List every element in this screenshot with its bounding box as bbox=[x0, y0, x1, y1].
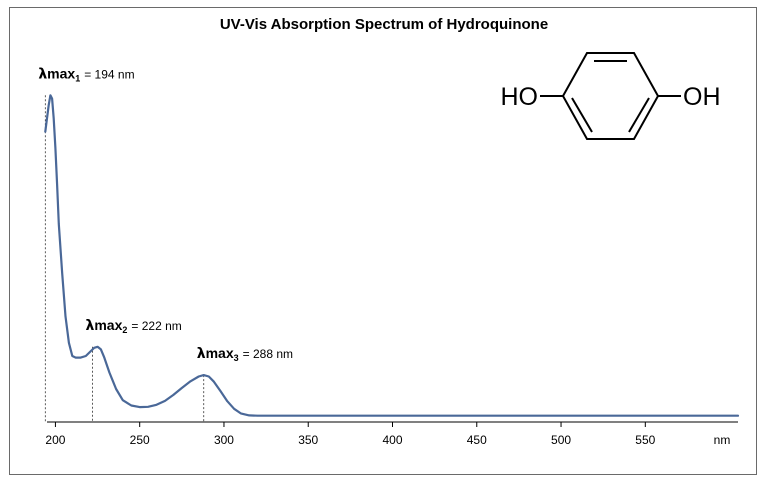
x-tick-label: 200 bbox=[45, 433, 65, 447]
benzene-ring bbox=[561, 52, 660, 140]
x-tick-label: 350 bbox=[298, 433, 318, 447]
x-tick-label: 250 bbox=[130, 433, 150, 447]
peak-label-2: λmax2 = 222 nm bbox=[86, 317, 182, 335]
left-hydroxyl-label: HO bbox=[501, 83, 539, 111]
peak-label-3: λmax3 = 288 nm bbox=[197, 345, 293, 363]
ring-inner-bond-left bbox=[571, 97, 593, 133]
x-tick-label: 300 bbox=[214, 433, 234, 447]
chart-title: UV-Vis Absorption Spectrum of Hydroquino… bbox=[220, 16, 548, 33]
peak-annotations: λmax1 = 194 nm λmax2 = 222 nm λmax3 = 288 nm bbox=[38, 65, 293, 363]
x-tick-label: 500 bbox=[551, 433, 571, 447]
chart-frame: UV-Vis Absorption Spectrum of Hydroquino… bbox=[9, 7, 757, 475]
ring-inner-bond-right bbox=[628, 97, 650, 133]
x-tick-label: 400 bbox=[382, 433, 402, 447]
hydroquinone-structure: HO OH bbox=[501, 52, 721, 140]
right-hydroxyl-label: OH bbox=[683, 83, 721, 111]
x-axis-ticks: 200 250 300 350 400 450 500 550 bbox=[45, 422, 656, 447]
peak-droplines bbox=[44, 95, 205, 422]
chart-svg: UV-Vis Absorption Spectrum of Hydroquino… bbox=[38, 16, 740, 447]
peak-label-1: λmax1 = 194 nm bbox=[38, 65, 134, 83]
spectrum-line bbox=[44, 94, 740, 417]
x-tick-label: 450 bbox=[467, 433, 487, 447]
x-tick-label: 550 bbox=[635, 433, 655, 447]
x-axis-unit: nm bbox=[714, 433, 731, 447]
